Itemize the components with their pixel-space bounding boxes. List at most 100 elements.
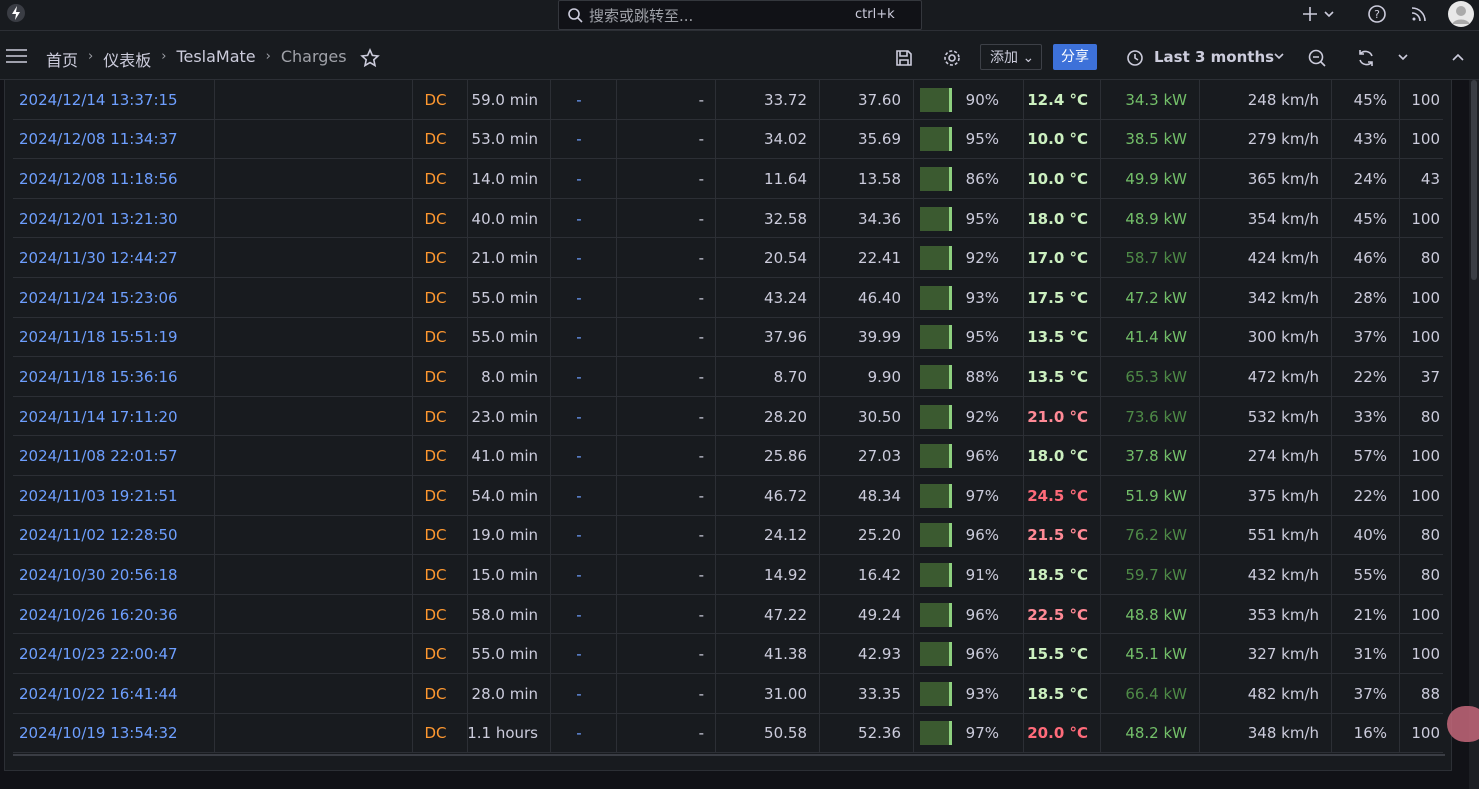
time-range[interactable]: Last 3 months [1154,48,1275,66]
column-divider [214,198,215,238]
date-cell[interactable]: 2024/12/01 13:21:30 [19,209,178,228]
charge-type-cell: DC [424,288,447,307]
column-divider [1331,674,1332,713]
column-divider [616,238,617,277]
date-cell[interactable]: 2024/11/18 15:51:19 [19,328,178,347]
save-icon[interactable] [894,48,914,68]
new-button[interactable] [1300,4,1340,24]
energy-added-cell: 46.72 [764,486,807,505]
date-cell[interactable]: 2024/11/08 22:01:57 [19,447,178,466]
soc-added-cell: 22% [1353,367,1387,386]
column-divider [467,594,468,634]
range-speed-cell: 353 km/h [1247,605,1319,624]
column-divider [913,396,914,436]
add-button[interactable]: 添加 ⌄ [980,44,1042,70]
column-divider [1331,357,1332,396]
duration-cell: 41.0 min [471,447,538,466]
date-cell[interactable]: 2024/10/30 20:56:18 [19,565,178,584]
energy-added-cell: 37.96 [764,328,807,347]
column-divider [819,515,820,555]
soc-added-cell: 33% [1353,407,1387,426]
date-cell[interactable]: 2024/10/26 16:20:36 [19,605,178,624]
column-divider [1100,555,1101,594]
column-divider [1331,476,1332,515]
chevron [1274,53,1284,60]
star-icon[interactable] [360,48,380,68]
avatar[interactable] [1447,0,1475,28]
energy-used-cell: 22.41 [858,249,901,268]
column-divider [1100,317,1101,357]
end-soc-cell: 100 [1411,447,1440,466]
date-cell[interactable]: 2024/11/14 17:11:20 [19,407,178,426]
cost-per-kwh-cell: - [698,526,704,545]
date-cell[interactable]: 2024/10/22 16:41:44 [19,684,178,703]
cost-cell: - [576,328,582,347]
column-divider [214,436,215,475]
date-cell[interactable]: 2024/11/02 12:28:50 [19,526,178,545]
power-cell: 48.2 kW [1125,724,1187,743]
help-icon[interactable]: ? [1367,4,1387,24]
breadcrumb-item[interactable]: 首页 [46,51,79,70]
date-cell[interactable]: 2024/10/23 22:00:47 [19,645,178,664]
column-divider [1331,634,1332,673]
date-cell[interactable]: 2024/11/18 15:36:16 [19,367,178,386]
column-divider [913,436,914,475]
column-divider [1023,436,1024,475]
collapse[interactable] [1450,52,1466,64]
logo[interactable] [5,2,27,24]
menu-icon[interactable] [5,47,29,65]
column-divider [913,80,914,119]
soc-added-cell: 21% [1353,605,1387,624]
breadcrumb-item[interactable]: 仪表板 [103,51,152,70]
efficiency-bar [920,166,952,191]
cost-cell: - [576,605,582,624]
power-cell: 37.8 kW [1125,447,1187,466]
floating-button[interactable] [1447,706,1479,742]
refresh-chevron[interactable] [1396,52,1410,64]
efficiency-cell: 90% [965,90,999,109]
column-divider [1199,555,1200,594]
column-divider [1023,634,1024,673]
share-button[interactable]: 分享 [1053,44,1097,70]
column-divider [1100,357,1101,396]
scroll-thumb[interactable] [1471,80,1477,280]
column-divider [819,159,820,198]
efficiency-cell: 92% [965,407,999,426]
date-cell[interactable]: 2024/12/14 13:37:15 [19,90,178,109]
date-cell[interactable]: 2024/11/24 15:23:06 [19,288,178,307]
zoom-out[interactable] [1307,48,1327,68]
search-box[interactable]: 搜索或跳转至... ctrl+k [558,0,922,30]
date-cell[interactable]: 2024/12/08 11:18:56 [19,169,178,188]
column-divider [819,357,820,396]
date-cell[interactable]: 2024/10/19 13:54:32 [19,724,178,743]
column-divider [819,674,820,713]
date-cell[interactable]: 2024/12/08 11:34:37 [19,130,178,149]
column-divider [1023,278,1024,317]
efficiency-cell: 92% [965,249,999,268]
energy-used-cell: 33.35 [858,684,901,703]
breadcrumb-item[interactable]: Charges [280,47,347,66]
search-placeholder: 搜索或跳转至... [589,7,694,25]
shortcut: ctrl+k [855,7,895,22]
range-speed-cell: 279 km/h [1247,130,1319,149]
column-divider [913,357,914,396]
soc-added-cell: 46% [1353,249,1387,268]
date-cell[interactable]: 2024/11/30 12:44:27 [19,249,178,268]
refresh[interactable] [1356,48,1376,68]
column-divider [1023,198,1024,238]
power-cell: 48.9 kW [1125,209,1187,228]
power-cell: 45.1 kW [1125,645,1187,664]
range-speed-cell: 354 km/h [1247,209,1319,228]
news-icon[interactable] [1409,4,1429,24]
efficiency-cell: 93% [965,288,999,307]
date-cell[interactable]: 2024/11/03 19:21:51 [19,486,178,505]
column-divider [1100,674,1101,713]
breadcrumb-item[interactable]: TeslaMate [176,47,256,66]
column-divider [1100,476,1101,515]
energy-used-cell: 16.42 [858,565,901,584]
column-divider [1399,198,1400,238]
efficiency-bar [920,523,952,548]
settings-icon[interactable] [942,48,962,68]
efficiency-cell: 96% [965,605,999,624]
soc-added-cell: 57% [1353,447,1387,466]
